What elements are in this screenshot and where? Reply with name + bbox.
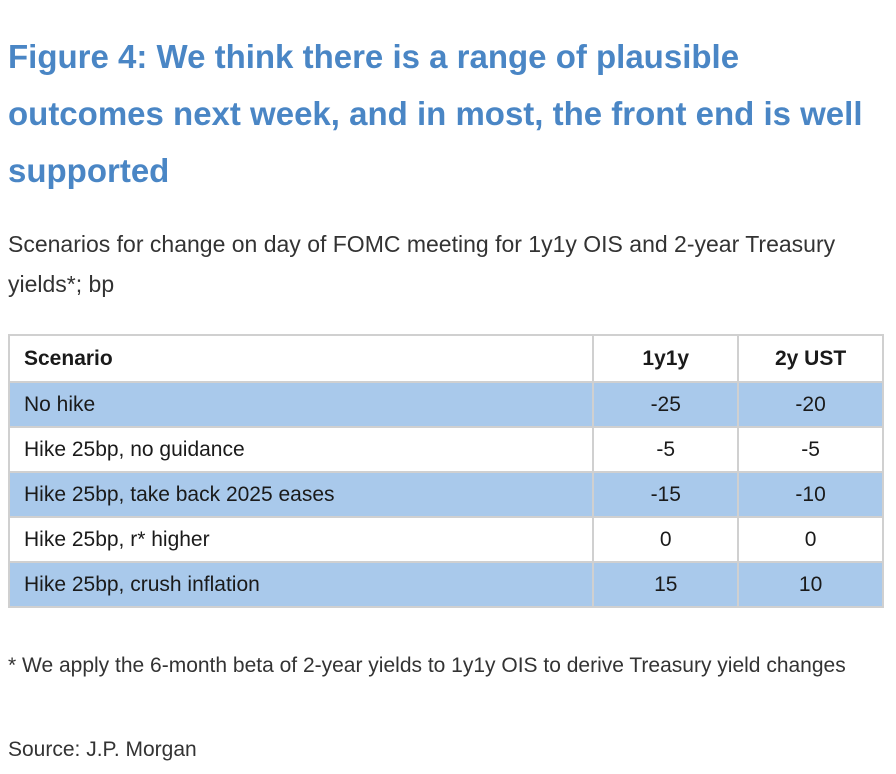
2y-ust-cell: -20 (737, 381, 884, 428)
table-row: Hike 25bp, no guidance -5 -5 (7, 426, 884, 473)
1y1y-cell: 0 (592, 516, 740, 563)
2y-ust-cell: -10 (737, 471, 884, 518)
source-note: Source: J.P. Morgan (8, 738, 197, 761)
scenario-cell: Hike 25bp, r* higher (7, 516, 595, 563)
1y1y-cell: -15 (592, 471, 740, 518)
1y1y-cell: -5 (592, 426, 740, 473)
footnote: * We apply the 6-month beta of 2-year yi… (8, 654, 846, 677)
table-header-row: Scenario 1y1y 2y UST (7, 334, 884, 383)
scenario-cell: Hike 25bp, take back 2025 eases (7, 471, 595, 518)
2y-ust-cell: 0 (737, 516, 884, 563)
2y-ust-cell: -5 (737, 426, 884, 473)
column-header-1y1y: 1y1y (592, 334, 740, 383)
figure-subtitle: Scenarios for change on day of FOMC meet… (8, 231, 836, 297)
1y1y-cell: 15 (592, 561, 740, 608)
2y-ust-cell: 10 (737, 561, 884, 608)
scenario-cell: Hike 25bp, crush inflation (7, 561, 595, 608)
1y1y-cell: -25 (592, 381, 740, 428)
column-header-2y-ust: 2y UST (737, 334, 884, 383)
scenario-cell: No hike (7, 381, 595, 428)
column-header-scenario: Scenario (7, 334, 595, 383)
table-row: Hike 25bp, r* higher 0 0 (7, 516, 884, 563)
figure-title: Figure 4: We think there is a range of p… (8, 38, 863, 189)
table-row: Hike 25bp, crush inflation 15 10 (7, 561, 884, 608)
scenario-cell: Hike 25bp, no guidance (7, 426, 595, 473)
table-row: Hike 25bp, take back 2025 eases -15 -10 (7, 471, 884, 518)
scenario-table: Scenario 1y1y 2y UST No hike -25 -20 Hik… (7, 334, 884, 608)
table-row: No hike -25 -20 (7, 381, 884, 428)
